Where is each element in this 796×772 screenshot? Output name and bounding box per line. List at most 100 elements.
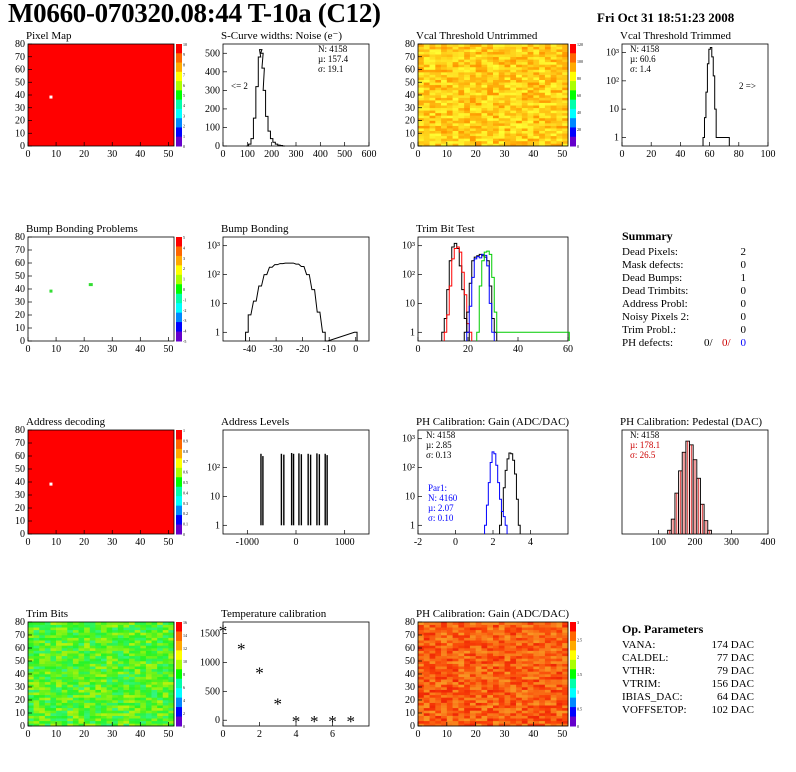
heatmap-cell [498, 79, 505, 83]
heatmap-cell [112, 689, 119, 693]
heatmap-cell [527, 671, 534, 675]
heatmap-cell [452, 663, 459, 667]
heatmap-cell [539, 635, 546, 638]
heatmap-cell [429, 112, 436, 116]
heatmap-cell [516, 645, 523, 649]
heatmap-cell [556, 627, 563, 631]
heatmap-cell [429, 629, 436, 633]
heatmap-cell [418, 687, 425, 690]
heatmap-cell [550, 627, 557, 631]
heatmap-cell [493, 624, 500, 628]
x-tick-label: 0 [620, 149, 625, 160]
heatmap-cell [28, 671, 34, 675]
heatmap-cell [44, 640, 51, 644]
heatmap-cell [556, 49, 563, 52]
heatmap-cell [475, 650, 482, 654]
heatmap-cell [33, 718, 40, 722]
heatmap-cell [112, 720, 119, 724]
x-tick-label: 600 [362, 149, 377, 160]
heatmap-cell [527, 697, 534, 701]
heatmap-cell [441, 51, 448, 55]
heatmap-cell [458, 700, 465, 703]
heatmap-cell [39, 671, 46, 675]
heatmap-cell [539, 54, 546, 58]
heatmap-cell [475, 710, 482, 714]
heatmap-cell [168, 681, 175, 685]
heatmap-cell [129, 645, 135, 649]
heatmap-cell [89, 666, 96, 670]
heatmap-cell [533, 138, 540, 142]
heatmap-cell [101, 629, 107, 633]
heatmap-cell [50, 674, 57, 677]
heatmap-cell [56, 653, 62, 657]
heatmap-cell [493, 74, 500, 78]
heatmap-cell [498, 97, 505, 101]
heatmap-cell [145, 653, 152, 657]
heatmap-cell [50, 713, 57, 716]
heatmap-cell [157, 700, 164, 703]
heatmap-cell [539, 624, 546, 628]
heatmap-cell [151, 658, 158, 662]
heatmap-cell [117, 715, 124, 719]
heatmap-cell [95, 694, 102, 698]
heatmap-cell [516, 622, 523, 625]
heatmap-cell [44, 692, 51, 696]
heatmap-cell [168, 671, 175, 675]
heatmap-cell [123, 663, 130, 667]
x-tick-label: 20 [79, 729, 89, 740]
heatmap-cell [556, 689, 563, 693]
heatmap-cell [441, 663, 448, 667]
heatmap-cell [28, 645, 34, 649]
heatmap-cell [61, 622, 68, 625]
heatmap-cell [498, 642, 505, 646]
heatmap-cell [544, 679, 551, 683]
heatmap-cell [446, 640, 453, 644]
heatmap-cell [493, 138, 500, 142]
heatmap-cell [423, 112, 430, 116]
heatmap-cell [544, 110, 551, 114]
heatmap-cell [140, 674, 147, 677]
heatmap-cell [493, 622, 500, 625]
heatmap-cell [446, 679, 453, 683]
heatmap-cell [44, 648, 51, 651]
heatmap-cell [441, 117, 448, 121]
heatmap-cell [446, 74, 453, 78]
heatmap-cell [556, 655, 563, 659]
heatmap-cell [418, 700, 425, 703]
heatmap-cell [129, 723, 135, 727]
heatmap-cell [527, 138, 534, 142]
heatmap-cell [498, 61, 505, 65]
heatmap-cell [469, 663, 476, 667]
heatmap-cell [101, 622, 107, 625]
x-tick-label: 30 [500, 149, 510, 160]
heatmap-cell [112, 694, 119, 698]
heatmap-cell [481, 648, 488, 651]
heatmap-cell [527, 97, 534, 101]
heatmap-cell [50, 666, 57, 670]
heatmap-cell [28, 632, 34, 636]
heatmap-cell [140, 653, 147, 657]
heatmap-cell [562, 112, 569, 116]
heatmap-cell [469, 110, 476, 114]
heatmap-cell [33, 668, 40, 672]
x-tick-label: 0 [221, 149, 226, 160]
heatmap-cell [527, 676, 534, 680]
heatmap-cell [418, 692, 425, 696]
heatmap-cell [539, 679, 546, 683]
heatmap-cell [78, 679, 85, 683]
heatmap-cell [556, 56, 563, 60]
axes-frame [417, 236, 569, 342]
heatmap-cell [504, 655, 511, 659]
heatmap-cell [39, 640, 46, 644]
heatmap-cell [464, 707, 471, 711]
heatmap-cell [481, 72, 488, 75]
heatmap-cell [117, 692, 124, 696]
heatmap-cell [67, 642, 74, 646]
palette-tick-label: 0 [183, 144, 185, 149]
heatmap-cell [429, 655, 436, 659]
x-tick-label: 40 [513, 344, 523, 355]
heatmap-cell [452, 645, 459, 649]
heatmap-cell [84, 710, 91, 714]
heatmap-cell [441, 64, 448, 68]
